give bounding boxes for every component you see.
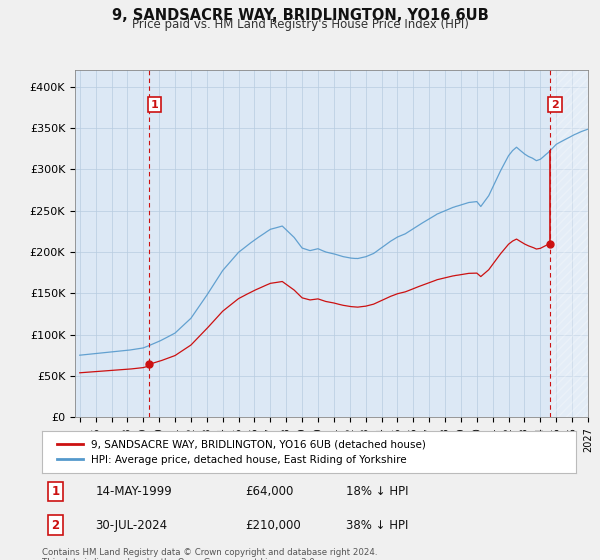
Text: £64,000: £64,000	[245, 485, 293, 498]
Text: 9, SANDSACRE WAY, BRIDLINGTON, YO16 6UB: 9, SANDSACRE WAY, BRIDLINGTON, YO16 6UB	[112, 8, 488, 24]
Text: 1: 1	[151, 100, 158, 110]
Text: 1: 1	[51, 485, 59, 498]
Text: 2: 2	[51, 519, 59, 531]
Text: 18% ↓ HPI: 18% ↓ HPI	[346, 485, 409, 498]
Bar	[550, 70, 588, 417]
Text: 30-JUL-2024: 30-JUL-2024	[95, 519, 167, 531]
Text: Contains HM Land Registry data © Crown copyright and database right 2024.
This d: Contains HM Land Registry data © Crown c…	[42, 548, 377, 560]
Text: Price paid vs. HM Land Registry's House Price Index (HPI): Price paid vs. HM Land Registry's House …	[131, 18, 469, 31]
Bar	[550, 70, 588, 417]
Text: 2: 2	[551, 100, 559, 110]
Text: 38% ↓ HPI: 38% ↓ HPI	[346, 519, 409, 531]
Text: 14-MAY-1999: 14-MAY-1999	[95, 485, 172, 498]
Legend: 9, SANDSACRE WAY, BRIDLINGTON, YO16 6UB (detached house), HPI: Average price, de: 9, SANDSACRE WAY, BRIDLINGTON, YO16 6UB …	[53, 435, 430, 469]
Text: £210,000: £210,000	[245, 519, 301, 531]
